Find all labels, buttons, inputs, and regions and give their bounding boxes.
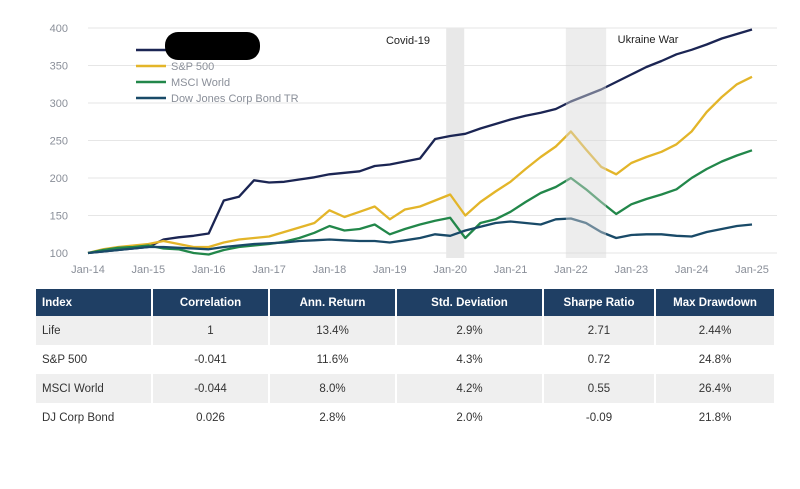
table-cell: 8.0% bbox=[269, 374, 397, 403]
header-max-drawdown: Max Drawdown bbox=[655, 289, 776, 316]
x-tick-label: Jan-16 bbox=[192, 264, 226, 276]
header-std-deviation: Std. Deviation bbox=[396, 289, 544, 316]
table-row: Life 1 13.4% 2.9% 2.71 2.44% bbox=[36, 316, 776, 345]
table-cell: 2.71 bbox=[543, 316, 656, 345]
table-cell: S&P 500 bbox=[36, 345, 153, 374]
table-cell: 26.4% bbox=[655, 374, 776, 403]
x-tick-label: Jan-23 bbox=[614, 264, 648, 276]
table-cell: DJ Corp Bond bbox=[36, 403, 153, 432]
table-header-row: Index Correlation Ann. Return Std. Devia… bbox=[36, 289, 776, 316]
x-tick-label: Jan-14 bbox=[71, 264, 105, 276]
table-cell: 4.3% bbox=[396, 345, 544, 374]
line-chart: 100 150 200 250 300 350 400 Jan-14 Jan-15 Jan-16 J… bbox=[50, 23, 777, 276]
legend-label: S&P 500 bbox=[171, 61, 214, 73]
table-cell: Life bbox=[36, 316, 153, 345]
x-tick-label: Jan-18 bbox=[313, 264, 347, 276]
header-correlation: Correlation bbox=[152, 289, 270, 316]
y-tick-label: 100 bbox=[50, 248, 68, 260]
redaction-mark bbox=[165, 32, 260, 60]
y-tick-label: 350 bbox=[50, 61, 68, 73]
table-cell: 21.8% bbox=[655, 403, 776, 432]
x-tick-label: Jan-21 bbox=[494, 264, 528, 276]
stats-table: Index Correlation Ann. Return Std. Devia… bbox=[36, 289, 776, 432]
table-cell: 2.0% bbox=[396, 403, 544, 432]
x-tick-label: Jan-20 bbox=[433, 264, 467, 276]
covid-annotation: Covid-19 bbox=[386, 35, 430, 47]
x-tick-label: Jan-15 bbox=[132, 264, 166, 276]
x-tick-label: Jan-19 bbox=[373, 264, 407, 276]
ukraine-annotation: Ukraine War bbox=[618, 34, 679, 46]
x-tick-label: Jan-17 bbox=[252, 264, 286, 276]
y-tick-label: 300 bbox=[50, 98, 68, 110]
table-cell: 24.8% bbox=[655, 345, 776, 374]
table-cell: 0.55 bbox=[543, 374, 656, 403]
table-cell: 4.2% bbox=[396, 374, 544, 403]
table-row: S&P 500 -0.041 11.6% 4.3% 0.72 24.8% bbox=[36, 345, 776, 374]
x-tick-label: Jan-22 bbox=[554, 264, 588, 276]
y-tick-label: 150 bbox=[50, 211, 68, 223]
y-tick-label: 250 bbox=[50, 136, 68, 148]
header-index: Index bbox=[36, 289, 153, 316]
x-tick-label: Jan-24 bbox=[675, 264, 709, 276]
table-cell: MSCI World bbox=[36, 374, 153, 403]
table-row: DJ Corp Bond 0.026 2.8% 2.0% -0.09 21.8% bbox=[36, 403, 776, 432]
legend-label: MSCI World bbox=[171, 77, 230, 89]
x-tick-label: Jan-25 bbox=[735, 264, 769, 276]
table-cell: 13.4% bbox=[269, 316, 397, 345]
table-cell: 11.6% bbox=[269, 345, 397, 374]
table-cell: 0.72 bbox=[543, 345, 656, 374]
series-line-redacted bbox=[87, 28, 753, 255]
table-cell: -0.044 bbox=[152, 374, 270, 403]
header-ann-return: Ann. Return bbox=[269, 289, 397, 316]
covid-band bbox=[446, 28, 465, 258]
y-tick-label: 400 bbox=[50, 23, 68, 35]
ukraine-war-band bbox=[565, 28, 607, 258]
header-sharpe-ratio: Sharpe Ratio bbox=[543, 289, 656, 316]
table-cell: 0.026 bbox=[152, 403, 270, 432]
table-cell: 2.9% bbox=[396, 316, 544, 345]
legend-label: Dow Jones Corp Bond TR bbox=[171, 93, 299, 105]
table-cell: -0.041 bbox=[152, 345, 270, 374]
table-cell: 2.8% bbox=[269, 403, 397, 432]
table-cell: -0.09 bbox=[543, 403, 656, 432]
series-line-s-p-500 bbox=[87, 75, 753, 255]
table-cell: 1 bbox=[152, 316, 270, 345]
series-line-dow-jones-corp-bond-tr bbox=[87, 217, 753, 255]
series-line-msci-world bbox=[87, 149, 753, 256]
table-row: MSCI World -0.044 8.0% 4.2% 0.55 26.4% bbox=[36, 374, 776, 403]
table-cell: 2.44% bbox=[655, 316, 776, 345]
y-tick-label: 200 bbox=[50, 173, 68, 185]
